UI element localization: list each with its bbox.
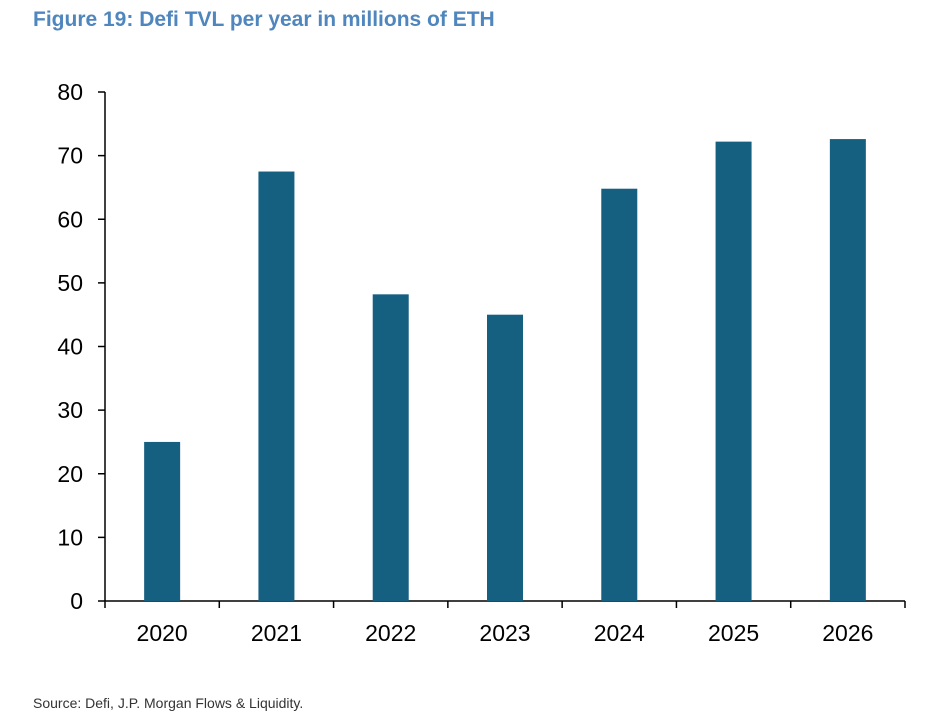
y-tick-label: 30 [57, 397, 83, 423]
y-axis: 0 10 20 30 40 50 60 70 80 [57, 79, 106, 614]
bars-group [144, 139, 866, 601]
x-tick-label: 2023 [479, 620, 530, 646]
bar-2026 [829, 139, 866, 601]
source-note: Source: Defi, J.P. Morgan Flows & Liquid… [33, 695, 304, 711]
x-tick-label: 2021 [251, 620, 302, 646]
x-tick-label: 2024 [594, 620, 645, 646]
bar-2024 [601, 188, 638, 601]
y-tick-label: 0 [70, 588, 83, 614]
y-tick-label: 60 [57, 206, 83, 232]
y-tick-label: 10 [57, 524, 83, 550]
y-tick-label: 40 [57, 334, 83, 360]
bar-2021 [258, 171, 295, 601]
y-tick-label: 20 [57, 461, 83, 487]
y-tick-label: 50 [57, 270, 83, 296]
bar-2025 [715, 141, 752, 601]
x-tick-label: 2026 [822, 620, 873, 646]
bar-2022 [372, 294, 409, 601]
y-tick-label: 80 [57, 79, 83, 105]
chart-title: Figure 19: Defi TVL per year in millions… [33, 8, 495, 31]
bar-2020 [144, 441, 181, 601]
x-tick-label: 2022 [365, 620, 416, 646]
x-tick-label: 2020 [137, 620, 188, 646]
y-tick-label: 70 [57, 143, 83, 169]
bar-2023 [487, 314, 523, 601]
x-tick-label: 2025 [708, 620, 759, 646]
x-axis: 2020 2021 2022 2023 2024 2025 2026 [104, 600, 906, 646]
